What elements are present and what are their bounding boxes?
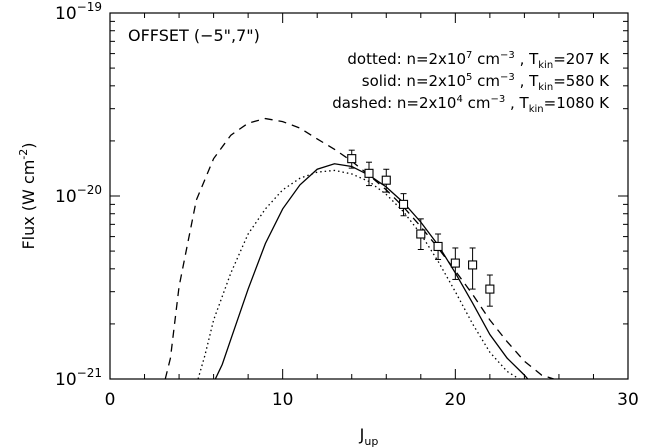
- y-axis-label: Flux (W cm-2): [17, 142, 38, 249]
- annotation-dashed: dashed: n=2x104 cm−3 , Tkin=1080 K: [332, 94, 610, 115]
- y-tick-label: 10−21: [55, 366, 102, 390]
- data-point: [468, 260, 478, 270]
- model-curves: [164, 117, 554, 379]
- data-point: [398, 199, 409, 209]
- data-point: [347, 154, 357, 164]
- data-point: [485, 284, 495, 294]
- data-point: [381, 175, 391, 185]
- axis-ticks: [109, 13, 629, 380]
- y-tick-label: 10−19: [55, 0, 102, 24]
- data-point: [364, 168, 374, 178]
- data-point: [433, 241, 443, 252]
- x-tick-label: 10: [272, 390, 294, 410]
- annotation-dotted: dotted: n=2x107 cm−3 , Tkin=207 K: [347, 50, 610, 71]
- offset-label: OFFSET (−5",7"): [128, 26, 260, 45]
- annotation-solid: solid: n=2x105 cm−3 , Tkin=580 K: [362, 72, 610, 93]
- y-tick-label: 10−20: [55, 183, 102, 207]
- data-point: [416, 229, 426, 239]
- x-tick-label: 0: [105, 390, 116, 410]
- y-tick-labels: 10−21 10−20 10−19: [55, 0, 102, 390]
- curve-solid: [214, 163, 529, 379]
- data-point: [450, 258, 460, 268]
- x-tick-labels: 0 10 20 30: [105, 390, 639, 410]
- curve-dashed: [164, 117, 554, 379]
- x-axis-label: Jup: [359, 425, 379, 448]
- x-tick-label: 20: [445, 390, 467, 410]
- x-tick-label: 30: [617, 390, 639, 410]
- curve-dotted: [197, 169, 520, 379]
- observed-points: [347, 149, 495, 307]
